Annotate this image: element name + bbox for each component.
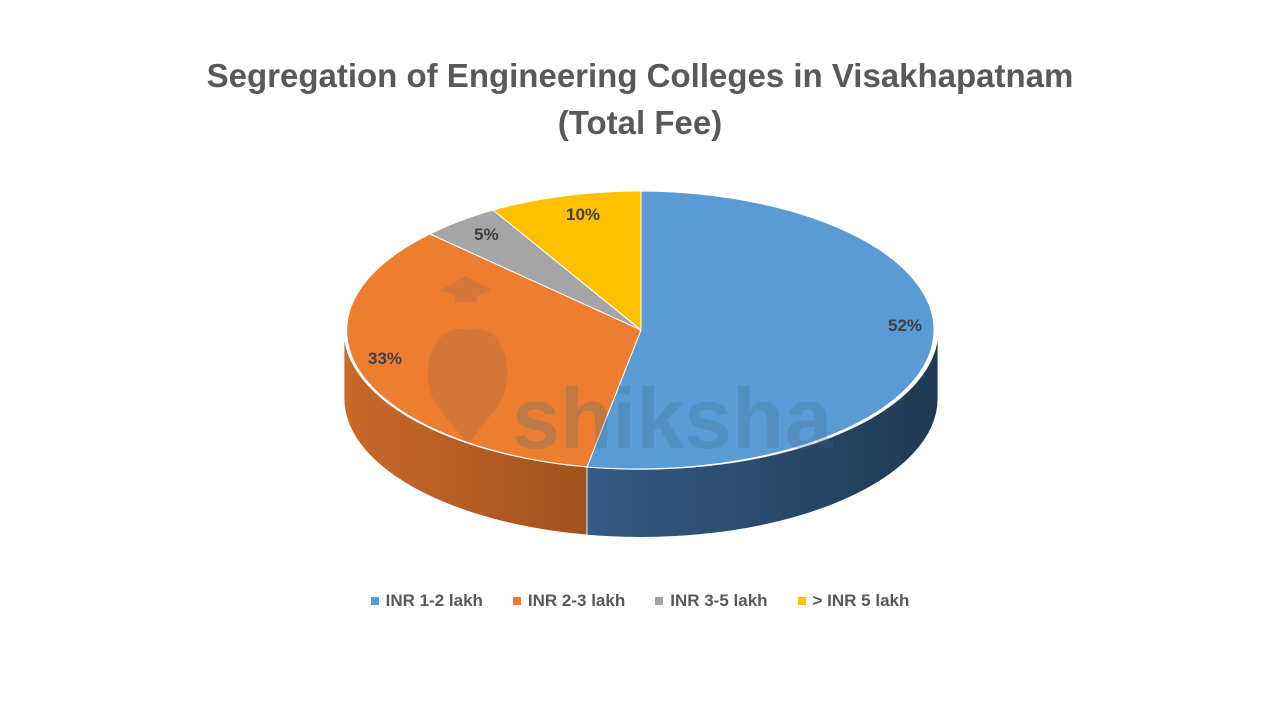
legend-item-inr-3-5: INR 3-5 lakh xyxy=(655,591,768,611)
watermark-text: shiksha xyxy=(512,371,833,467)
chart-legend: INR 1-2 lakh INR 2-3 lakh INR 3-5 lakh >… xyxy=(0,591,1280,611)
label-10: 10% xyxy=(566,205,600,224)
legend-item-inr-1-2: INR 1-2 lakh xyxy=(370,591,483,611)
label-52: 52% xyxy=(888,316,922,335)
legend-label: INR 3-5 lakh xyxy=(670,591,768,610)
chart-title-line1: Segregation of Engineering Colleges in V… xyxy=(206,57,1074,94)
legend-label: INR 1-2 lakh xyxy=(385,591,483,610)
legend-label: INR 2-3 lakh xyxy=(527,591,626,610)
legend-label: > INR 5 lakh xyxy=(812,591,910,610)
legend-swatch-icon xyxy=(512,597,521,605)
watermark-logo-icon xyxy=(427,276,508,445)
slice-inr-2-3 xyxy=(346,233,642,468)
legend-swatch-icon xyxy=(370,597,379,605)
legend-item-inr-2-3: INR 2-3 lakh xyxy=(512,591,626,611)
label-5: 5% xyxy=(474,225,499,244)
slice-inr-5-plus xyxy=(491,190,642,332)
side-inr-1-2 xyxy=(586,329,939,538)
slice-inr-1-2 xyxy=(586,190,935,470)
label-33: 33% xyxy=(368,349,402,368)
chart-title-line2: (Total Fee) xyxy=(557,104,723,141)
legend-swatch-icon xyxy=(797,597,806,605)
legend-item-inr-5-plus: > INR 5 lakh xyxy=(797,591,910,611)
legend-swatch-icon xyxy=(655,597,664,605)
